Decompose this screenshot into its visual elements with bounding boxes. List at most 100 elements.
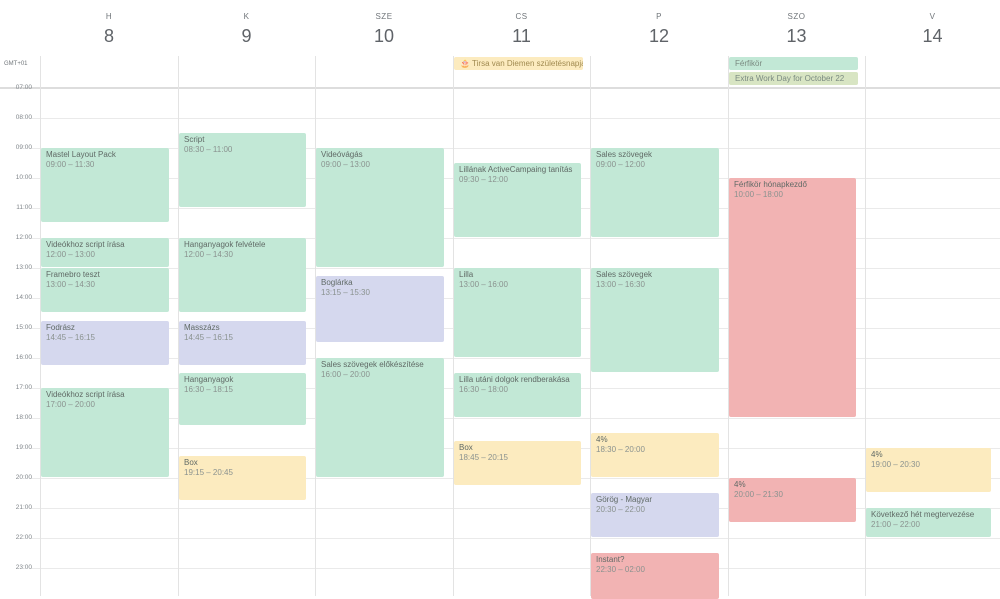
day-number[interactable]: 14 <box>922 26 943 46</box>
calendar-event[interactable]: 4% 18:30 – 20:00 <box>591 433 719 477</box>
calendar-event[interactable]: Videóvágás 09:00 – 13:00 <box>316 148 444 267</box>
event-title: Lillának ActiveCampaing tanítás <box>459 165 573 174</box>
day-header[interactable]: V 14 <box>865 0 1000 56</box>
day-of-week: SZE <box>375 12 393 21</box>
calendar-event[interactable]: Sales szövegek 09:00 – 12:00 <box>591 148 719 237</box>
day-of-week: P <box>656 12 662 21</box>
event-time: 13:15 – 15:30 <box>321 287 370 297</box>
event-title: 4% <box>871 450 883 459</box>
day-number[interactable]: 13 <box>786 26 807 46</box>
timezone-label: GMT+01 <box>4 61 28 67</box>
calendar-event[interactable]: Sales szövegek 13:00 – 16:30 <box>591 268 719 372</box>
event-time: 20:00 – 21:30 <box>734 490 783 499</box>
hour-label: 13:00 <box>15 264 32 271</box>
event-time: 09:00 – 12:00 <box>596 160 645 169</box>
event-title: Sales szövegek előkészítése <box>321 360 424 369</box>
calendar-event[interactable]: Férfikör hónapkezdő 10:00 – 18:00 <box>729 178 856 417</box>
all-day-divider <box>0 87 1000 89</box>
day-of-week: V <box>929 12 936 21</box>
calendar-event[interactable]: Masszázs 14:45 – 16:15 <box>179 320 306 365</box>
day-column-divider <box>453 56 454 596</box>
day-of-week: CS <box>515 12 528 21</box>
event-title: Hanganyagok felvétele <box>184 240 266 249</box>
event-time: 08:30 – 11:00 <box>184 145 233 154</box>
hour-gridline <box>30 118 1000 119</box>
event-time: 13:00 – 16:30 <box>596 280 645 289</box>
event-time: 19:15 – 20:45 <box>184 467 233 477</box>
all-day-event[interactable]: Férfikör <box>729 57 858 70</box>
calendar-event[interactable]: 4% 20:00 – 21:30 <box>729 478 856 522</box>
calendar-event[interactable]: Lillának ActiveCampaing tanítás 09:30 – 1… <box>454 163 581 237</box>
day-header[interactable]: SZE 10 <box>315 0 453 56</box>
calendar-event[interactable]: Framebro teszt 13:00 – 14:30 <box>41 268 169 312</box>
hour-label: 14:00 <box>15 294 32 301</box>
calendar-event[interactable]: Box 19:15 – 20:45 <box>179 455 306 500</box>
day-column-divider <box>590 56 591 596</box>
day-number[interactable]: 10 <box>373 26 395 46</box>
calendar-event[interactable]: Görög - Magyar 20:30 – 22:00 <box>591 493 719 537</box>
calendar-event[interactable]: Hanganyagok felvétele 12:00 – 14:30 <box>179 238 306 312</box>
event-title: Videóvágás <box>321 150 363 159</box>
day-number[interactable]: 8 <box>103 26 114 46</box>
day-column-divider <box>178 56 179 596</box>
event-time: 18:45 – 20:15 <box>459 452 508 462</box>
day-number[interactable]: 12 <box>648 26 670 46</box>
event-title: Hanganyagok <box>184 375 234 384</box>
hour-label: 22:00 <box>15 534 32 541</box>
event-time: 13:00 – 16:00 <box>459 280 508 289</box>
day-header[interactable]: CS 11 <box>453 0 590 56</box>
calendar-event[interactable]: Script 08:30 – 11:00 <box>179 133 306 207</box>
hour-label: 20:00 <box>15 474 32 481</box>
hour-gridline <box>30 148 1000 149</box>
event-title: Box <box>184 457 198 467</box>
day-header[interactable]: SZO 13 <box>728 0 865 56</box>
calendar-event[interactable]: Videókhoz script írása 12:00 – 13:00 <box>41 238 169 267</box>
calendar-event[interactable]: Lilla utáni dolgok rendberakása 16:30 – 1… <box>454 373 581 417</box>
hour-label: 07:00 <box>15 84 32 91</box>
day-of-week: H <box>105 12 113 21</box>
event-title: Framebro teszt <box>46 270 100 279</box>
event-title: Lilla <box>459 270 474 279</box>
day-header[interactable]: P 12 <box>590 0 728 56</box>
event-title: Mastel Layout Pack <box>46 150 116 159</box>
event-time: 12:00 – 14:30 <box>184 250 233 259</box>
calendar-event[interactable]: Boglárka 13:15 – 15:30 <box>316 275 444 342</box>
event-title: 4% <box>596 435 608 444</box>
hour-label: 12:00 <box>15 234 32 241</box>
day-of-week: SZO <box>787 12 806 21</box>
calendar-event[interactable]: Box 18:45 – 20:15 <box>454 440 581 485</box>
day-column-divider <box>728 56 729 596</box>
event-time: 20:30 – 22:00 <box>596 505 645 514</box>
calendar-event[interactable]: Videókhoz script írása 17:00 – 20:00 <box>41 388 169 477</box>
hour-label: 16:00 <box>15 354 32 361</box>
calendar-event[interactable]: Instant? 22:30 – 02:00 <box>591 553 719 599</box>
calendar-event[interactable]: Fodrász 14:45 – 16:15 <box>41 320 169 365</box>
all-day-event[interactable]: Extra Work Day for October 22 <box>729 72 858 85</box>
calendar-event[interactable]: Lilla 13:00 – 16:00 <box>454 268 581 357</box>
event-time: 09:00 – 13:00 <box>321 160 370 169</box>
event-title: Lilla utáni dolgok rendberakása <box>459 375 570 384</box>
day-number[interactable]: 9 <box>241 26 252 46</box>
hour-gridline <box>30 418 1000 419</box>
hour-gridline <box>30 568 1000 569</box>
day-number[interactable]: 11 <box>512 26 531 46</box>
event-time: 10:00 – 18:00 <box>734 190 783 199</box>
calendar-event[interactable]: 4% 19:00 – 20:30 <box>866 448 991 492</box>
event-title: Box <box>459 442 473 452</box>
event-time: 18:30 – 20:00 <box>596 445 645 454</box>
event-title: 4% <box>734 480 746 489</box>
event-time: 12:00 – 13:00 <box>46 250 95 259</box>
calendar-event[interactable]: Következő hét megtervezése 21:00 – 22:00 <box>866 508 991 537</box>
hour-label: 21:00 <box>15 504 32 511</box>
all-day-event[interactable]: 🎂 Tirsa van Diemen születésnapja <box>454 57 583 70</box>
event-title: Instant? <box>596 555 625 564</box>
event-time: 09:30 – 12:00 <box>459 175 508 184</box>
hour-gridline <box>30 238 1000 239</box>
event-time: 21:00 – 22:00 <box>871 520 920 529</box>
calendar-event[interactable]: Mastel Layout Pack 09:00 – 11:30 <box>41 148 169 222</box>
calendar-event[interactable]: Sales szövegek előkészítése 16:00 – 20:00 <box>316 358 444 477</box>
event-title: Boglárka <box>321 277 353 287</box>
calendar-event[interactable]: Hanganyagok 16:30 – 18:15 <box>179 373 306 425</box>
